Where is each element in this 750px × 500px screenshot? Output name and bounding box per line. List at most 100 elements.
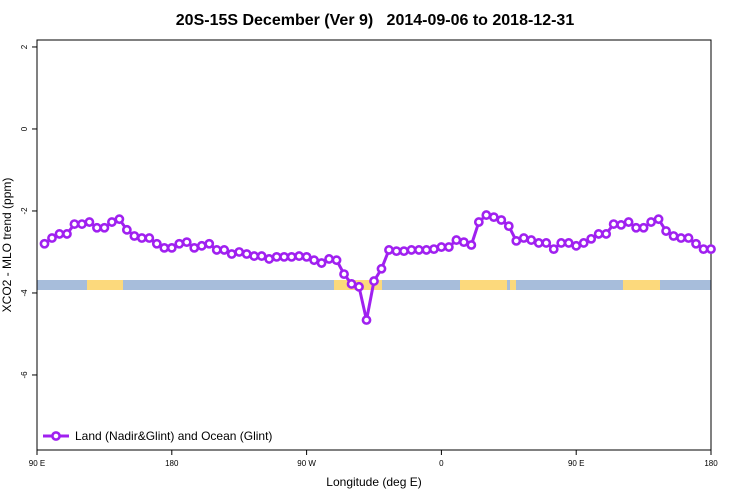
data-point <box>301 251 312 262</box>
legend-marker <box>51 431 61 441</box>
data-point <box>436 242 447 252</box>
data-point <box>421 245 432 255</box>
chart-title: 20S-15S December (Ver 9) 2014-09-06 to 2… <box>176 12 575 29</box>
land-band <box>623 280 660 290</box>
data-point <box>189 242 200 253</box>
land-band <box>87 280 123 290</box>
data-point <box>256 251 267 261</box>
data-point <box>698 244 709 254</box>
land-band <box>460 280 507 290</box>
data-point <box>174 238 185 249</box>
data-point <box>646 217 656 227</box>
data-point <box>503 221 514 232</box>
x-tick-label: 90 E <box>29 459 45 468</box>
x-tick-label: 90 E <box>568 459 584 468</box>
data-point <box>294 251 305 261</box>
data-point <box>481 210 492 220</box>
data-point <box>166 242 177 253</box>
data-point <box>271 251 282 262</box>
data-point <box>526 235 537 245</box>
data-point <box>578 238 589 248</box>
y-tick-label: -2 <box>20 207 29 215</box>
data-point <box>219 245 230 255</box>
data-point <box>77 219 87 229</box>
data-point <box>309 255 319 266</box>
data-point <box>54 229 65 239</box>
data-point <box>151 238 162 249</box>
data-point <box>361 315 372 325</box>
data-point <box>631 222 642 233</box>
data-point <box>324 254 334 264</box>
data-point <box>279 251 290 262</box>
data-point <box>406 245 417 255</box>
data-point <box>623 217 634 227</box>
data-point <box>488 212 499 223</box>
data-point <box>593 229 604 239</box>
data-point <box>159 242 170 253</box>
data-point <box>69 219 80 229</box>
data-point <box>62 229 72 239</box>
x-tick-label: 180 <box>165 459 179 468</box>
data-point <box>616 220 627 230</box>
data-point <box>608 219 619 229</box>
data-point <box>429 244 439 254</box>
data-point <box>234 247 245 257</box>
data-point <box>241 249 252 259</box>
data-point <box>676 233 686 243</box>
data-point <box>548 244 559 254</box>
data-point <box>286 251 297 262</box>
data-point <box>638 222 649 233</box>
data-point <box>556 238 567 248</box>
data-point <box>92 222 102 233</box>
data-point <box>249 251 260 261</box>
data-point <box>114 214 125 225</box>
land-band <box>510 280 516 290</box>
x-axis-label: Longitude (deg E) <box>326 475 421 489</box>
data-point <box>414 245 424 255</box>
data-point <box>339 269 349 280</box>
data-point <box>129 231 140 241</box>
data-point <box>391 246 402 257</box>
data-point <box>136 233 147 243</box>
data-point <box>451 235 462 245</box>
x-tick-label: 0 <box>439 459 444 468</box>
data-point <box>369 276 379 286</box>
data-point <box>458 237 469 248</box>
data-point <box>39 238 50 249</box>
data-point <box>121 224 132 235</box>
data-point <box>571 240 582 251</box>
data-point <box>683 233 694 243</box>
data-point <box>653 214 664 225</box>
data-point <box>346 279 357 289</box>
data-point <box>264 254 275 264</box>
data-point <box>586 233 597 244</box>
data-point <box>331 255 342 266</box>
data-point <box>47 233 57 243</box>
data-point <box>84 217 95 227</box>
legend-label: Land (Nadir&Glint) and Ocean (Glint) <box>75 429 272 443</box>
data-point <box>691 238 701 249</box>
data-point <box>706 244 716 254</box>
data-point <box>226 249 237 259</box>
data-point <box>511 235 522 246</box>
data-point <box>399 246 409 257</box>
data-point <box>384 245 394 255</box>
data-point <box>518 233 529 243</box>
data-point <box>473 217 484 227</box>
data-point <box>144 233 155 243</box>
y-tick-label: -4 <box>20 289 29 297</box>
data-point <box>354 281 364 292</box>
data-point <box>99 222 110 233</box>
data-point <box>668 231 679 241</box>
x-tick-label: 180 <box>704 459 718 468</box>
data-point <box>661 226 671 236</box>
plot-frame <box>36 39 712 451</box>
data-point <box>196 240 207 251</box>
data-point <box>563 238 574 248</box>
data-point <box>316 258 327 268</box>
data-point <box>541 238 552 248</box>
data-point <box>496 215 507 225</box>
data-point <box>601 229 612 239</box>
y-tick-label: 2 <box>20 44 29 49</box>
